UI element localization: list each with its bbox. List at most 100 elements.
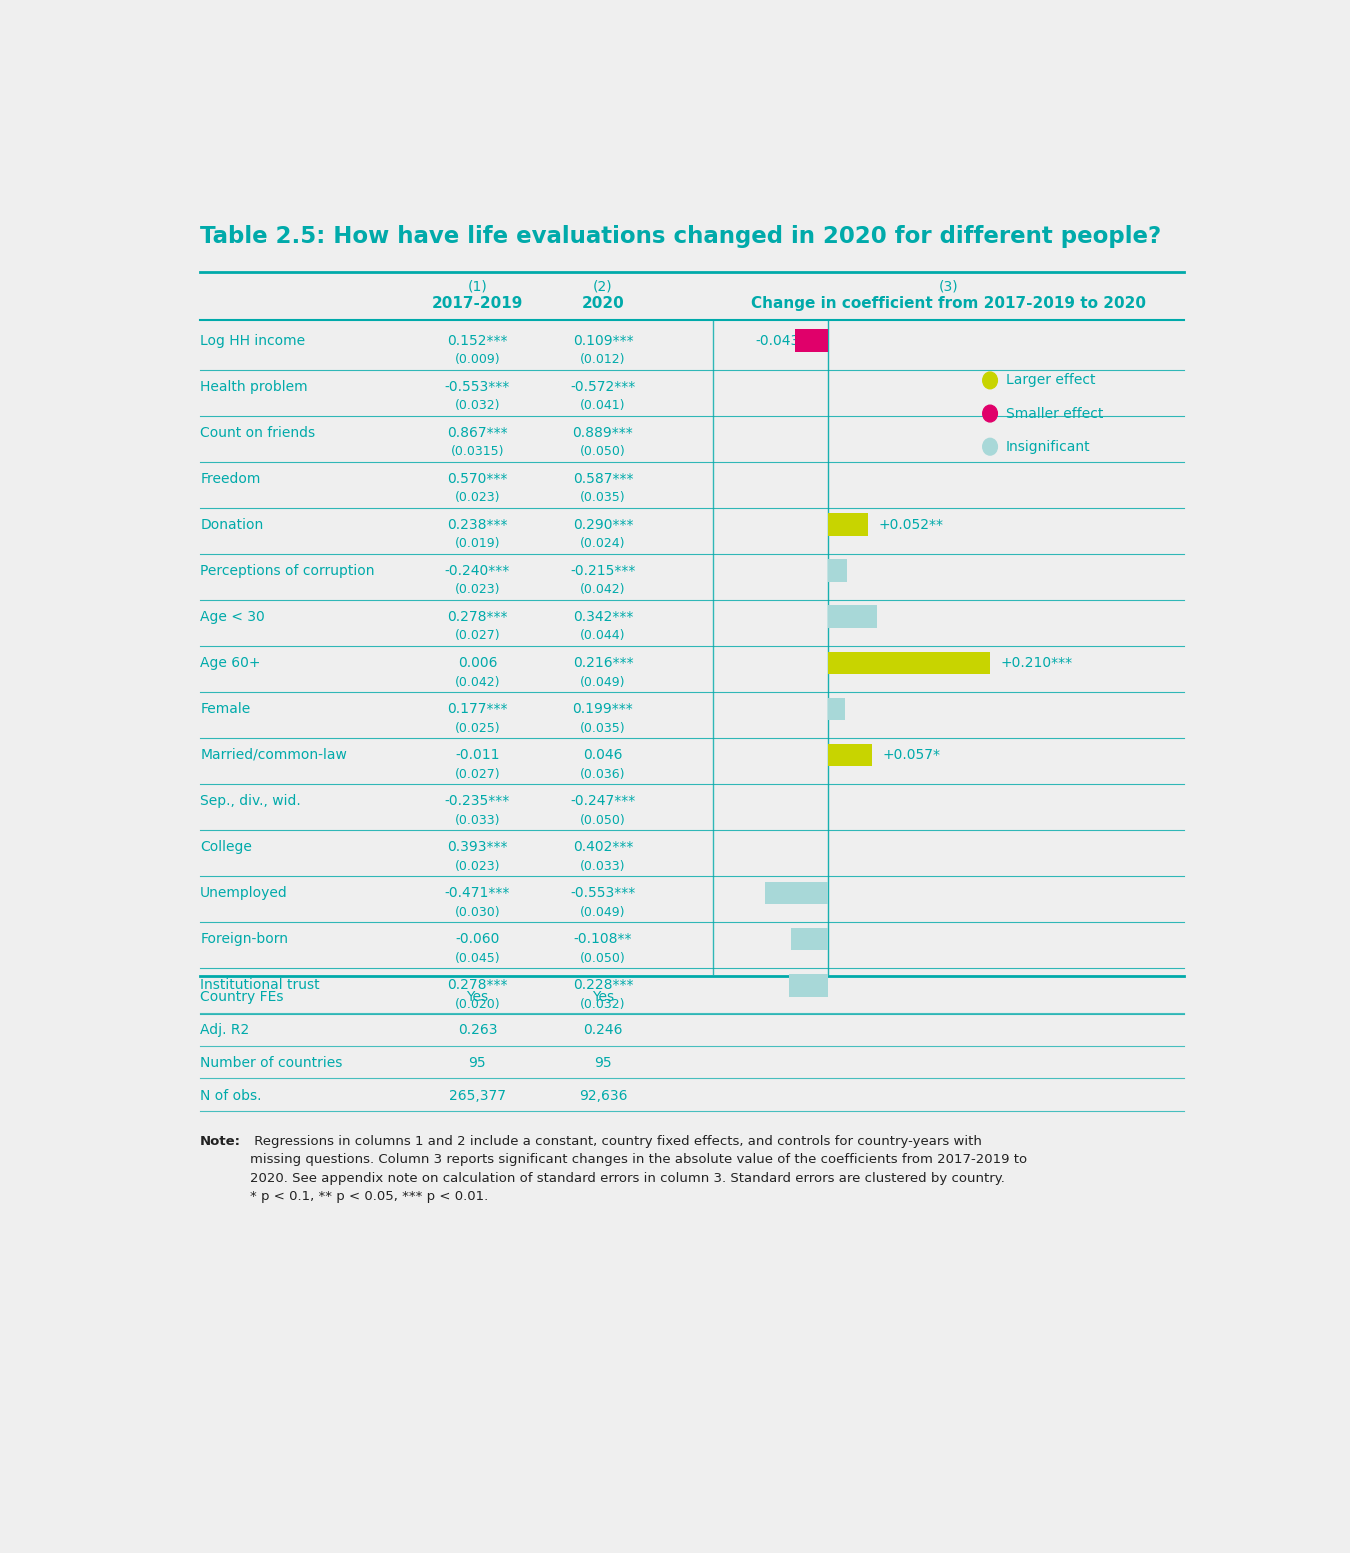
Text: Log HH income: Log HH income — [200, 334, 305, 348]
Text: Age 60+: Age 60+ — [200, 655, 261, 669]
Text: (0.009): (0.009) — [455, 353, 501, 367]
Text: (0.035): (0.035) — [580, 491, 626, 505]
Text: Freedom: Freedom — [200, 472, 261, 486]
Bar — [828, 744, 872, 766]
Text: Sep., div., wid.: Sep., div., wid. — [200, 794, 301, 808]
Text: Count on friends: Count on friends — [200, 426, 316, 439]
Text: Institutional trust: Institutional trust — [200, 978, 320, 992]
Circle shape — [983, 373, 998, 388]
Bar — [828, 606, 878, 629]
Text: (0.023): (0.023) — [455, 860, 500, 873]
Text: 0.587***: 0.587*** — [572, 472, 633, 486]
Text: Health problem: Health problem — [200, 379, 308, 393]
Text: -0.553***: -0.553*** — [444, 379, 510, 393]
Text: (0.033): (0.033) — [580, 860, 625, 873]
Text: Table 2.5: How have life evaluations changed in 2020 for different people?: Table 2.5: How have life evaluations cha… — [200, 225, 1161, 247]
Text: N of obs.: N of obs. — [200, 1089, 262, 1103]
Text: Regressions in columns 1 and 2 include a constant, country fixed effects, and co: Regressions in columns 1 and 2 include a… — [250, 1135, 1027, 1204]
Text: (0.042): (0.042) — [580, 584, 625, 596]
Bar — [828, 652, 990, 674]
Text: -0.471***: -0.471*** — [444, 887, 510, 901]
Text: 0.889***: 0.889*** — [572, 426, 633, 439]
Text: -0.572***: -0.572*** — [570, 379, 636, 393]
Text: Female: Female — [200, 702, 250, 716]
Text: 0.867***: 0.867*** — [447, 426, 508, 439]
Text: 0.278***: 0.278*** — [447, 610, 508, 624]
Text: 0.246: 0.246 — [583, 1023, 622, 1037]
Text: College: College — [200, 840, 252, 854]
Text: 92,636: 92,636 — [579, 1089, 628, 1103]
Text: (0.019): (0.019) — [455, 537, 500, 550]
Text: 0.263: 0.263 — [458, 1023, 497, 1037]
Bar — [791, 927, 828, 950]
Text: (0.044): (0.044) — [580, 629, 625, 643]
Text: -0.108**: -0.108** — [574, 932, 632, 946]
Text: Note:: Note: — [200, 1135, 242, 1148]
Bar — [828, 697, 845, 721]
Text: (0.032): (0.032) — [580, 997, 625, 1011]
Text: -0.060: -0.060 — [455, 932, 500, 946]
Text: (3): (3) — [938, 280, 958, 294]
Text: 95: 95 — [468, 1056, 486, 1070]
Text: Donation: Donation — [200, 517, 263, 531]
Text: (0.012): (0.012) — [580, 353, 625, 367]
Bar — [828, 514, 868, 536]
Text: (0.041): (0.041) — [580, 399, 625, 412]
Text: (0.050): (0.050) — [580, 952, 626, 964]
Text: -0.553***: -0.553*** — [570, 887, 636, 901]
Bar — [764, 882, 828, 904]
Text: Married/common-law: Married/common-law — [200, 749, 347, 763]
Text: (0.042): (0.042) — [455, 676, 500, 688]
Text: 0.177***: 0.177*** — [447, 702, 508, 716]
Text: Smaller effect: Smaller effect — [1006, 407, 1103, 421]
Bar — [795, 329, 828, 353]
Text: Number of countries: Number of countries — [200, 1056, 343, 1070]
Text: -0.235***: -0.235*** — [444, 794, 510, 808]
Text: 0.046: 0.046 — [583, 749, 622, 763]
Text: Insignificant: Insignificant — [1006, 439, 1091, 453]
Text: 0.402***: 0.402*** — [572, 840, 633, 854]
Text: (0.049): (0.049) — [580, 905, 625, 919]
Text: 0.109***: 0.109*** — [572, 334, 633, 348]
Text: Change in coefficient from 2017-2019 to 2020: Change in coefficient from 2017-2019 to … — [751, 297, 1146, 311]
Text: (0.027): (0.027) — [455, 629, 501, 643]
Text: Yes: Yes — [466, 991, 489, 1005]
Text: 0.152***: 0.152*** — [447, 334, 508, 348]
Text: Country FEs: Country FEs — [200, 991, 284, 1005]
Circle shape — [983, 405, 998, 422]
Text: Age < 30: Age < 30 — [200, 610, 265, 624]
Text: 0.238***: 0.238*** — [447, 517, 508, 531]
Text: 0.393***: 0.393*** — [447, 840, 508, 854]
Text: (0.0315): (0.0315) — [451, 446, 504, 458]
Text: 0.290***: 0.290*** — [572, 517, 633, 531]
Text: Larger effect: Larger effect — [1006, 373, 1095, 387]
Text: -0.043***: -0.043*** — [755, 334, 821, 348]
Text: 0.342***: 0.342*** — [572, 610, 633, 624]
Text: Unemployed: Unemployed — [200, 887, 288, 901]
Text: 2017-2019: 2017-2019 — [432, 297, 522, 311]
Text: (0.032): (0.032) — [455, 399, 500, 412]
Text: (0.025): (0.025) — [455, 722, 501, 735]
Text: (2): (2) — [593, 280, 613, 294]
Text: (0.024): (0.024) — [580, 537, 625, 550]
Text: Yes: Yes — [591, 991, 614, 1005]
Text: 0.199***: 0.199*** — [572, 702, 633, 716]
Text: 2020: 2020 — [582, 297, 624, 311]
Text: (0.030): (0.030) — [455, 905, 501, 919]
Text: -0.247***: -0.247*** — [570, 794, 636, 808]
Text: 0.006: 0.006 — [458, 655, 497, 669]
Text: (0.036): (0.036) — [580, 767, 625, 781]
Text: (0.035): (0.035) — [580, 722, 626, 735]
Text: -0.011: -0.011 — [455, 749, 500, 763]
Text: 0.570***: 0.570*** — [447, 472, 508, 486]
Text: 0.278***: 0.278*** — [447, 978, 508, 992]
Circle shape — [983, 438, 998, 455]
Text: (0.049): (0.049) — [580, 676, 625, 688]
Text: 0.216***: 0.216*** — [572, 655, 633, 669]
Text: 265,377: 265,377 — [450, 1089, 506, 1103]
Text: 95: 95 — [594, 1056, 612, 1070]
Text: (0.045): (0.045) — [455, 952, 501, 964]
Text: (1): (1) — [467, 280, 487, 294]
Text: (0.050): (0.050) — [580, 446, 626, 458]
Bar — [790, 974, 828, 997]
